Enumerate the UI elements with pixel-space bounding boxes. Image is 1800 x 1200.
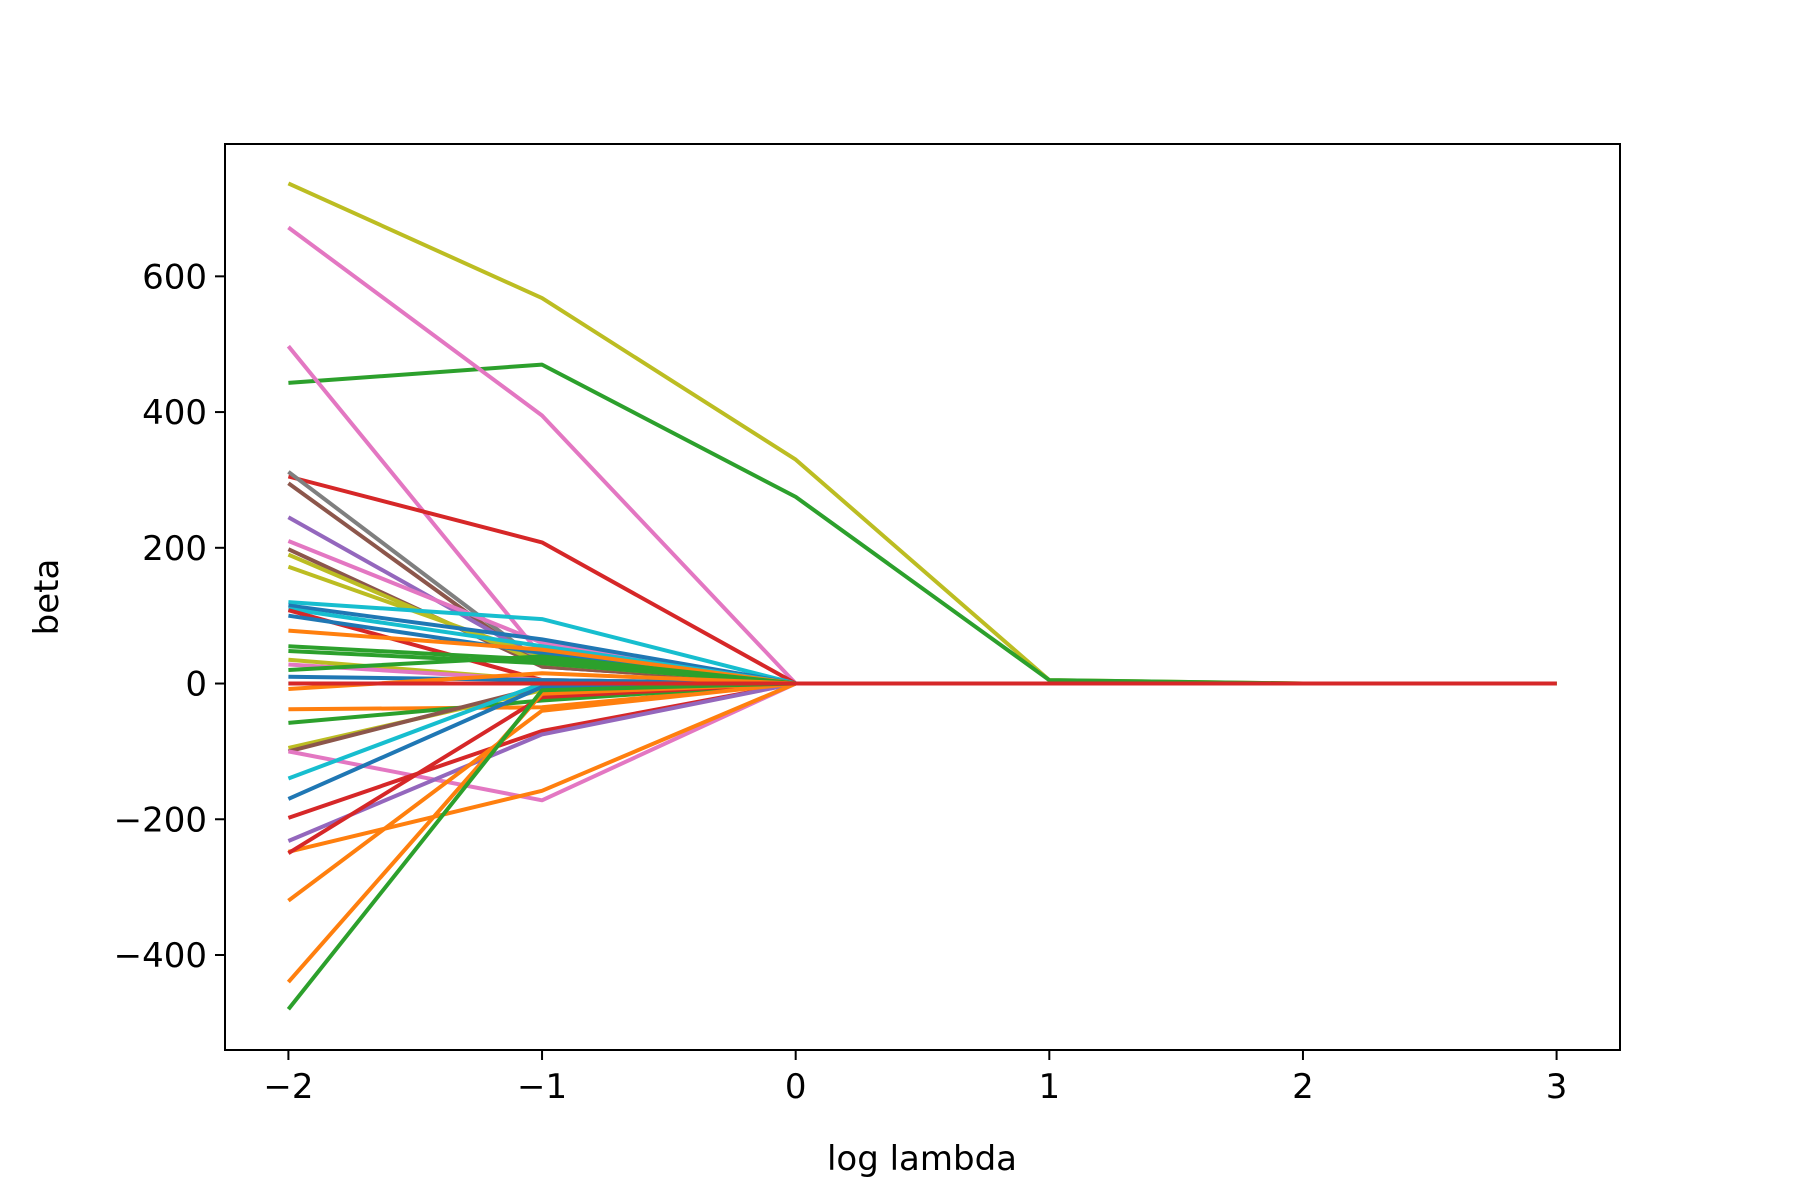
- y-axis: −400 −200 0 200 400 600: [114, 257, 225, 976]
- y-tick-label: 600: [142, 257, 207, 297]
- y-axis-label: beta: [27, 559, 67, 636]
- y-tick-label: −400: [114, 936, 207, 976]
- x-tick-label: −2: [263, 1067, 313, 1107]
- y-tick-label: 400: [142, 393, 207, 433]
- plot-frame: [224, 143, 1621, 1051]
- y-tick-label: −200: [114, 800, 207, 840]
- series-layer: [286, 181, 1557, 1011]
- x-tick-label: 2: [1292, 1067, 1314, 1107]
- y-tick-label: 200: [142, 529, 207, 569]
- x-tick-label: 3: [1546, 1067, 1568, 1107]
- x-axis: −2 −1 0 1 2 3: [263, 1050, 1567, 1107]
- x-tick-label: 0: [785, 1067, 807, 1107]
- y-tick-label: 0: [185, 665, 207, 705]
- x-tick-label: 1: [1038, 1067, 1060, 1107]
- x-tick-label: −1: [517, 1067, 567, 1107]
- x-axis-label: log lambda: [827, 1139, 1017, 1179]
